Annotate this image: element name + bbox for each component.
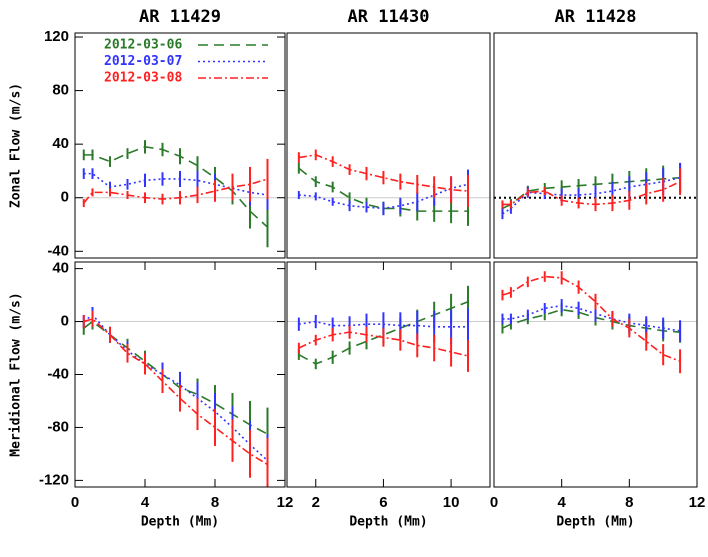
y-axis-label: Zonal Flow (m/s) xyxy=(9,83,24,208)
y-tick-label: -40 xyxy=(47,365,69,382)
plot-frame xyxy=(493,32,698,259)
series-line xyxy=(83,320,268,435)
series-line xyxy=(83,313,269,462)
series xyxy=(82,158,269,208)
series-line xyxy=(298,154,469,192)
series-line xyxy=(298,300,469,365)
x-tick-label: 0 xyxy=(71,494,79,511)
legend-label: 2012-03-06 xyxy=(104,38,182,53)
series xyxy=(297,325,470,372)
series-line xyxy=(298,320,469,328)
series xyxy=(501,168,682,212)
series xyxy=(501,271,682,374)
y-tick-label: 80 xyxy=(52,82,69,99)
series-line xyxy=(298,167,469,212)
x-axis-label: Depth (Mm) xyxy=(141,515,219,530)
series xyxy=(82,310,269,487)
series-line xyxy=(502,308,681,333)
series-line xyxy=(502,176,681,210)
plot-frame xyxy=(286,32,491,259)
panel-title: AR 11429 xyxy=(139,7,221,27)
x-tick-label: 4 xyxy=(141,494,150,511)
series xyxy=(82,307,269,487)
y-tick-label: -120 xyxy=(39,471,69,488)
y-tick-label: -80 xyxy=(47,418,69,435)
x-tick-label: 8 xyxy=(211,494,219,511)
series xyxy=(501,299,682,342)
plot-frame xyxy=(493,261,698,488)
y-tick-label: 120 xyxy=(44,28,69,45)
y-tick-label: 40 xyxy=(52,135,69,152)
series-line xyxy=(502,180,681,206)
plot-frame xyxy=(74,32,286,259)
legend-label: 2012-03-08 xyxy=(104,71,182,86)
x-tick-label: 6 xyxy=(379,494,387,511)
x-tick-label: 12 xyxy=(689,494,706,511)
panel-title: AR 11430 xyxy=(348,7,430,27)
x-tick-label: 4 xyxy=(557,494,566,511)
y-tick-label: 40 xyxy=(52,260,69,277)
series-line xyxy=(502,304,681,332)
series xyxy=(297,149,470,208)
series xyxy=(82,140,269,248)
x-tick-label: 8 xyxy=(625,494,633,511)
series xyxy=(501,162,682,214)
x-tick-label: 0 xyxy=(490,494,498,511)
y-tick-label: 0 xyxy=(61,313,69,330)
series xyxy=(82,168,269,210)
y-tick-label: -40 xyxy=(47,242,69,259)
series-line xyxy=(83,318,268,466)
x-tick-label: 12 xyxy=(277,494,294,511)
x-tick-label: 10 xyxy=(443,494,460,511)
series-line xyxy=(83,178,268,204)
series-line xyxy=(83,146,269,228)
x-tick-label: 2 xyxy=(312,494,320,511)
legend-label: 2012-03-07 xyxy=(104,54,182,69)
series xyxy=(501,303,682,343)
series-line xyxy=(298,183,469,210)
x-axis-label: Depth (Mm) xyxy=(349,515,427,530)
y-tick-label: 0 xyxy=(61,189,69,206)
series-line xyxy=(502,176,681,215)
x-axis-label: Depth (Mm) xyxy=(556,515,634,530)
panel-title: AR 11428 xyxy=(555,7,637,27)
plot-frame xyxy=(286,261,491,488)
series-line xyxy=(298,331,469,357)
series-line xyxy=(502,275,681,363)
y-axis-label: Meridional Flow (m/s) xyxy=(9,292,24,456)
